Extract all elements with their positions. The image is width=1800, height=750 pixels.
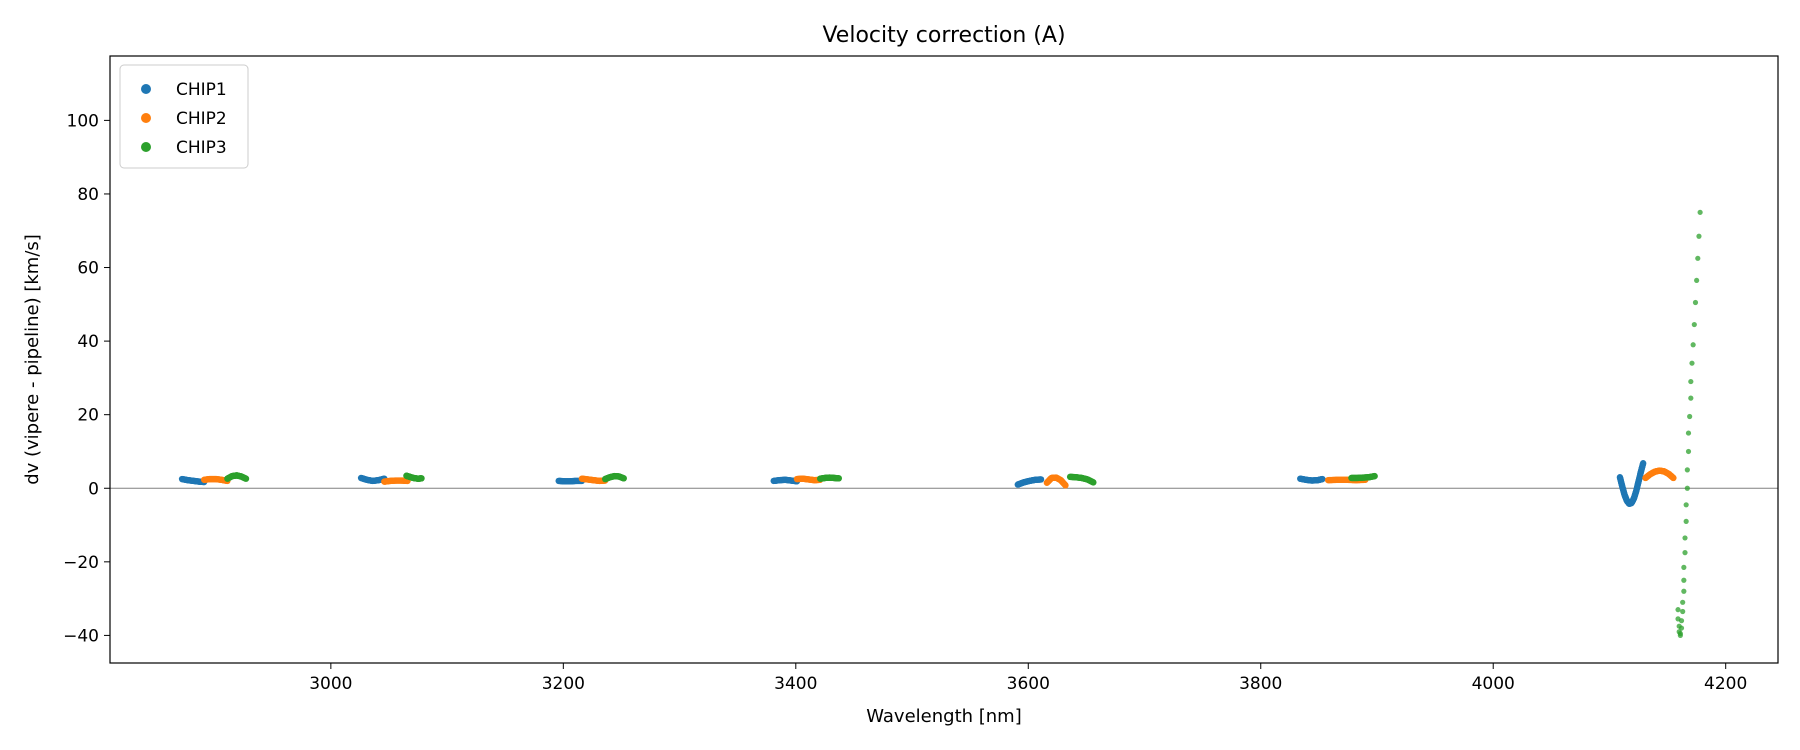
data-point xyxy=(1691,321,1697,328)
data-point xyxy=(1688,378,1694,385)
data-point xyxy=(1681,577,1687,583)
data-point xyxy=(1319,475,1326,483)
data-point xyxy=(1682,550,1688,556)
y-tick-label: 20 xyxy=(77,406,99,426)
data-point xyxy=(1683,518,1689,524)
y-tick-label: 40 xyxy=(77,332,99,352)
data-point xyxy=(1037,476,1045,483)
y-tick-label: 80 xyxy=(77,185,99,205)
y-tick-label: −20 xyxy=(63,553,99,573)
data-point xyxy=(1697,209,1703,215)
data-point xyxy=(1694,277,1700,284)
chart-title: Velocity correction (A) xyxy=(822,23,1065,48)
data-point xyxy=(1684,485,1690,491)
axis-ticks: 3000 3200 3400 3600 3800 4000 4200 −40 −20 0 20 40 6… xyxy=(63,111,1747,694)
x-tick-label: 3600 xyxy=(1007,674,1050,694)
data-marks xyxy=(178,209,1703,639)
legend-frame xyxy=(119,64,249,169)
data-point xyxy=(1371,472,1378,480)
data-point xyxy=(242,475,250,482)
x-tick-label: 3000 xyxy=(309,674,352,694)
data-point xyxy=(1696,233,1702,239)
data-point xyxy=(1090,479,1097,486)
data-point xyxy=(1680,599,1686,605)
plot-frame xyxy=(109,55,1779,664)
data-point xyxy=(1689,360,1695,366)
data-point xyxy=(1683,502,1689,508)
data-point xyxy=(1062,482,1069,489)
series-chip3 xyxy=(224,209,1703,639)
x-tick-label: 3200 xyxy=(542,674,585,694)
plot-area xyxy=(110,56,1778,663)
data-point xyxy=(620,475,627,482)
data-point xyxy=(1685,430,1692,436)
data-point xyxy=(1681,564,1687,570)
data-point xyxy=(1684,467,1690,473)
x-tick-label: 4000 xyxy=(1472,674,1515,694)
data-point xyxy=(1687,413,1693,420)
legend-label-chip3: CHIP3 xyxy=(176,138,227,158)
data-point xyxy=(1695,255,1701,261)
x-tick-label: 3400 xyxy=(774,674,817,694)
y-tick-label: 60 xyxy=(77,259,99,279)
data-point xyxy=(1639,460,1647,467)
data-point xyxy=(1678,618,1685,624)
data-point xyxy=(1680,608,1686,615)
x-axis-label: Wavelength [nm] xyxy=(866,706,1022,727)
legend-label-chip1: CHIP1 xyxy=(176,80,227,100)
data-point xyxy=(1688,395,1694,401)
series-chip1 xyxy=(178,460,1647,507)
data-point xyxy=(1682,535,1688,541)
x-tick-label: 4200 xyxy=(1704,674,1747,694)
data-point xyxy=(1692,299,1699,306)
data-point xyxy=(1677,630,1683,637)
data-point xyxy=(1675,607,1681,613)
y-tick-label: 0 xyxy=(88,479,99,499)
data-point xyxy=(1670,474,1677,482)
data-point xyxy=(1690,342,1696,348)
legend: CHIP1 CHIP2 CHIP3 xyxy=(119,64,249,169)
legend-marker-chip1 xyxy=(141,84,151,94)
x-tick-label: 3800 xyxy=(1239,674,1282,694)
legend-marker-chip3 xyxy=(141,142,151,152)
data-point xyxy=(418,475,425,482)
legend-label-chip2: CHIP2 xyxy=(176,109,227,129)
data-point xyxy=(1681,588,1687,594)
legend-marker-chip2 xyxy=(141,113,151,123)
y-tick-label: −40 xyxy=(63,626,99,646)
y-tick-label: 100 xyxy=(67,111,99,131)
series-chip2 xyxy=(200,467,1677,489)
y-axis-label: dv (vipere - pipeline) [km/s] xyxy=(22,234,43,485)
data-point xyxy=(1685,448,1692,455)
data-point xyxy=(1678,625,1685,631)
data-point xyxy=(835,475,843,482)
